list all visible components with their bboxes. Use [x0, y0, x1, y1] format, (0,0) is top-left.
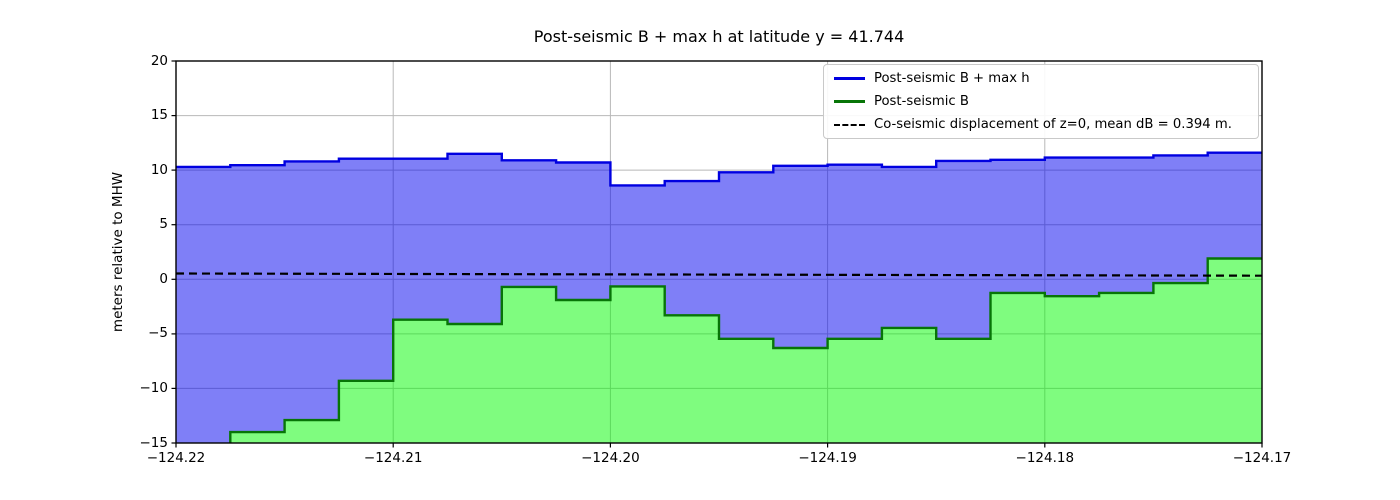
x-tick-label: −124.20: [581, 450, 640, 466]
y-axis-label: meters relative to MHW: [110, 171, 126, 333]
y-tick-label: 10: [150, 161, 168, 178]
x-tick-label: −124.22: [146, 450, 206, 466]
legend-item-post-seismic-b: Post-seismic B: [834, 92, 1258, 111]
chart-title: Post-seismic B + max h at latitude y = 4…: [533, 27, 905, 46]
x-tick-label: −124.18: [1015, 450, 1075, 466]
x-tick-label: −124.17: [1232, 450, 1292, 466]
legend-item-post-seismic-b-plus-max-h: Post-seismic B + max h: [834, 69, 1258, 88]
y-tick-label: −10: [139, 379, 169, 396]
y-tick-label: 15: [150, 107, 168, 124]
x-tick-label: −124.19: [798, 450, 857, 466]
x-tick-label: −124.21: [363, 450, 423, 466]
legend-dashed-line-sample: [834, 123, 865, 126]
legend-line-sample-blue: [834, 77, 865, 80]
y-tick-label: −15: [139, 434, 169, 451]
legend: Post-seismic B + max h Post-seismic B Co…: [823, 64, 1259, 139]
legend-label: Co-seismic displacement of z=0, mean dB …: [874, 117, 1232, 132]
y-tick-label: −5: [148, 325, 168, 342]
legend-line-sample-green: [834, 100, 865, 103]
y-tick-label: 20: [150, 52, 168, 69]
y-tick-label: 5: [159, 216, 168, 233]
legend-label: Post-seismic B + max h: [874, 71, 1030, 86]
legend-item-co-seismic-displacement: Co-seismic displacement of z=0, mean dB …: [834, 115, 1258, 134]
legend-label: Post-seismic B: [874, 94, 969, 109]
y-tick-label: 0: [159, 270, 168, 287]
